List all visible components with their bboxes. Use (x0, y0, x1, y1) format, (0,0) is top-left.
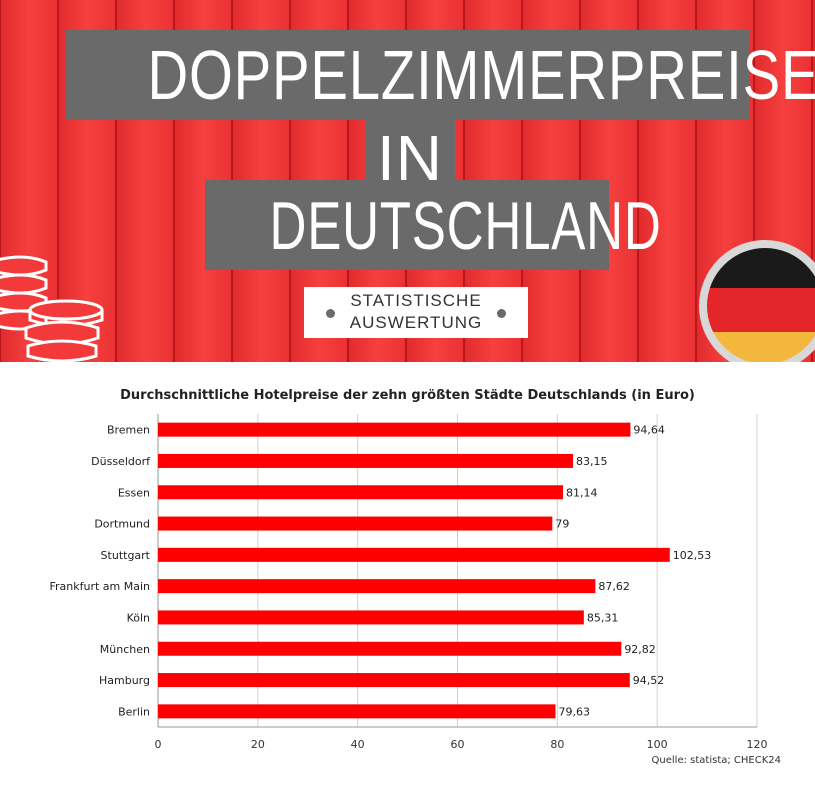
bar (158, 610, 584, 625)
y-category-label: Bremen (107, 424, 150, 437)
data-label: 92,82 (624, 643, 656, 656)
bullet-dot-left (326, 309, 335, 318)
y-category-label: Frankfurt am Main (49, 580, 150, 593)
data-label: 94,64 (633, 424, 665, 437)
data-label: 102,53 (673, 549, 712, 562)
data-label: 83,15 (576, 455, 608, 468)
bar (158, 673, 630, 688)
y-category-label: Hamburg (99, 674, 150, 687)
data-label: 85,31 (587, 611, 619, 624)
bullet-dot-right (497, 309, 506, 318)
german-flag-icon (699, 240, 815, 362)
x-tick-label: 0 (155, 738, 162, 751)
bar (158, 485, 564, 500)
bar (158, 422, 631, 437)
y-category-label: Düsseldorf (91, 455, 151, 468)
chart-plot-area: 0 20 40 60 80 100 120 Bremen 94,64 Düsseldorf 83,1… (49, 414, 768, 751)
y-category-label: München (100, 643, 150, 656)
wood-plank (812, 0, 815, 362)
bar-chart: Durchschnittliche Hotelpreise der zehn g… (0, 362, 815, 792)
title3-text: DEUTSCHLAND (269, 188, 662, 264)
x-tick-label: 40 (351, 738, 365, 751)
data-label: 79,63 (558, 705, 590, 718)
chart-source: Quelle: statista; CHECK24 (651, 755, 781, 766)
header-banner: DOPPELZIMMERPREISE IN DEUTSCHLAND STATIS… (0, 0, 815, 362)
title1-text: DOPPELZIMMERPREISE (147, 36, 815, 114)
bar (158, 516, 553, 531)
y-category-label: Dortmund (94, 518, 150, 531)
x-tick-label: 80 (550, 738, 564, 751)
subtitle-line-2: AUSWERTUNG (349, 313, 483, 332)
y-category-label: Berlin (118, 705, 150, 718)
data-label: 94,52 (633, 674, 665, 687)
bar (158, 579, 596, 594)
x-tick-label: 20 (251, 738, 265, 751)
x-tick-label: 60 (451, 738, 465, 751)
title-line-1: DOPPELZIMMERPREISE (66, 30, 815, 120)
y-category-label: Essen (118, 486, 150, 499)
title-line-3: DEUTSCHLAND (205, 180, 661, 270)
data-label: 87,62 (598, 580, 630, 593)
y-category-label: Stuttgart (101, 549, 151, 562)
chart-title: Durchschnittliche Hotelpreise der zehn g… (120, 388, 695, 403)
y-category-label: Köln (127, 611, 150, 624)
data-label: 81,14 (566, 486, 598, 499)
subtitle-text: STATISTISCHE AUSWERTUNG (334, 290, 498, 334)
coins-icon (0, 255, 104, 362)
bar (158, 453, 574, 468)
x-tick-label: 120 (747, 738, 768, 751)
x-tick-label: 100 (647, 738, 668, 751)
subtitle-line-1: STATISTISCHE (350, 291, 482, 310)
bar (158, 704, 556, 719)
bar (158, 641, 622, 656)
bar (158, 547, 670, 562)
data-label: 79 (555, 518, 569, 531)
subtitle-badge: STATISTISCHE AUSWERTUNG (304, 287, 528, 338)
